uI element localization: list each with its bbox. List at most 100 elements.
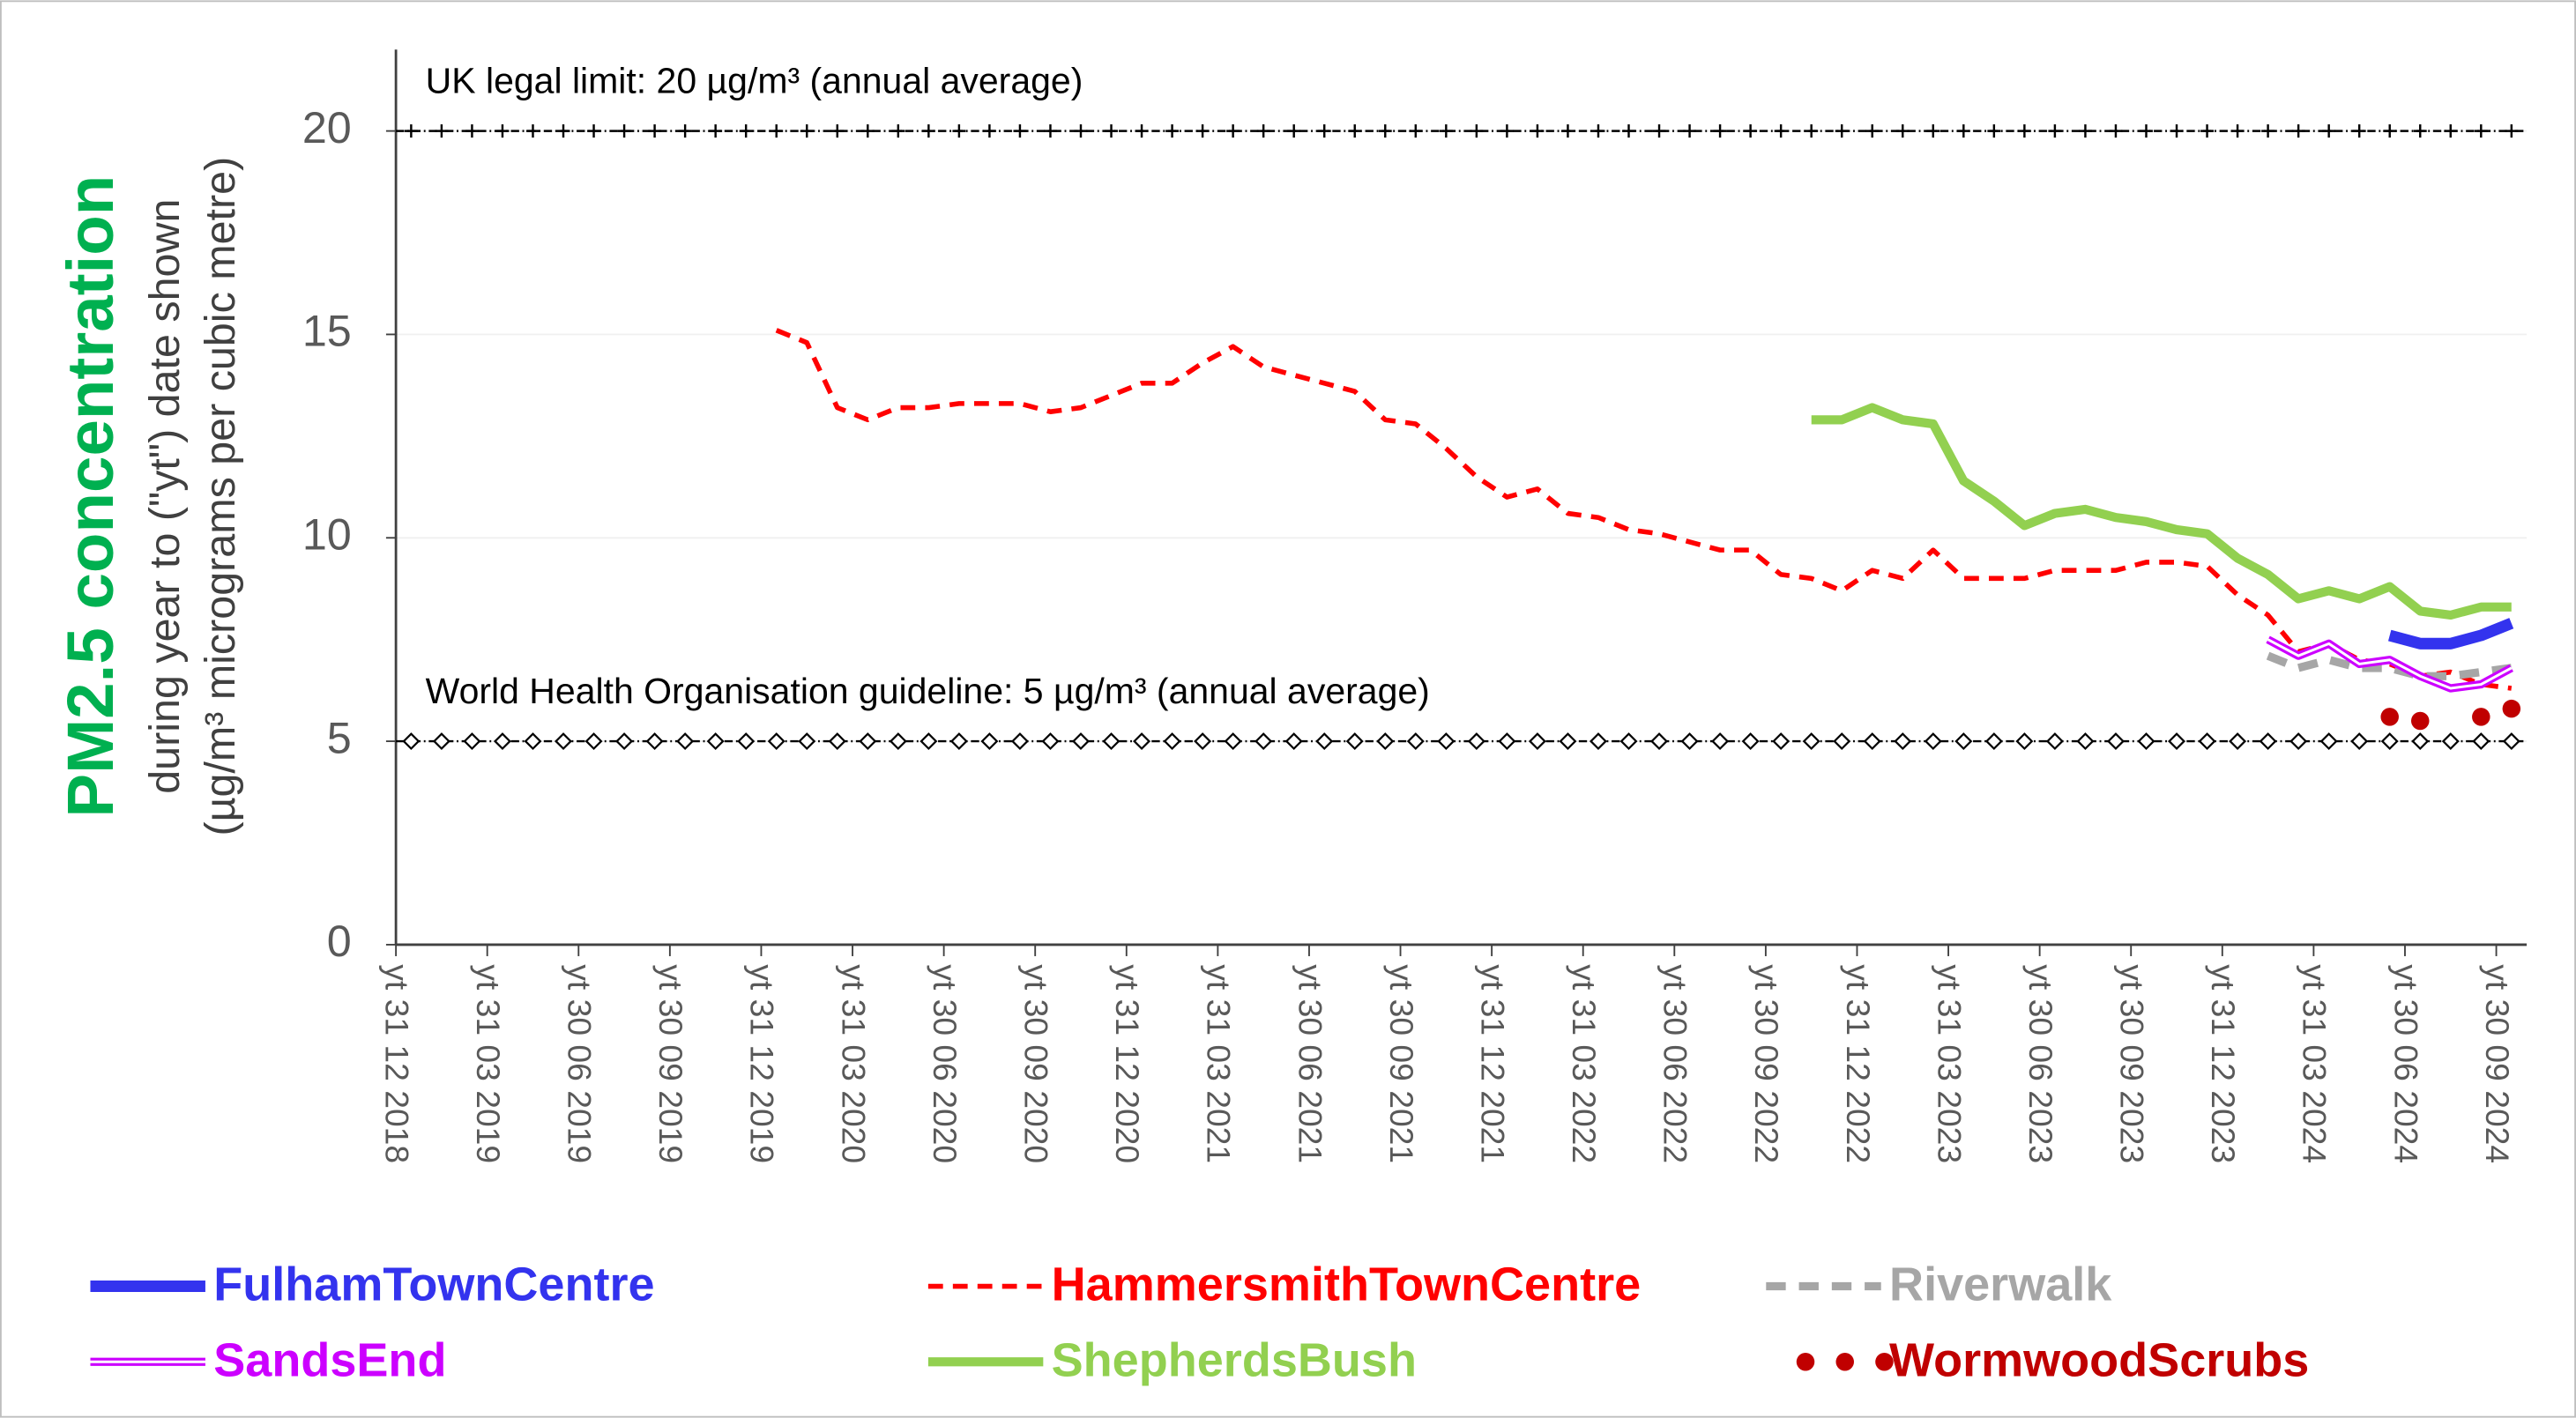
reference-label: UK legal limit: 20 µg/m³ (annual average… (426, 60, 1083, 100)
reference-marker (1470, 124, 1484, 138)
reference-marker (800, 124, 814, 138)
reference-marker (1802, 732, 1820, 751)
series-line-inner (2267, 638, 2513, 690)
y-axis-subtitle: during year to ("yt") date shown (141, 199, 189, 794)
reference-marker (921, 124, 935, 138)
reference-marker (828, 732, 846, 751)
reference-marker (1528, 732, 1546, 751)
reference-marker (1954, 732, 1973, 751)
x-tick-label: yt 31 12 2019 (744, 964, 781, 1163)
reference-label: World Health Organisation guideline: 5 µ… (426, 671, 1430, 711)
reference-marker (1409, 124, 1423, 138)
reference-marker (1041, 732, 1060, 751)
reference-marker (798, 732, 816, 751)
reference-marker (1133, 732, 1151, 751)
reference-marker (1744, 124, 1758, 138)
legend-label: WormwoodScrubs (1889, 1333, 2309, 1386)
reference-marker (2261, 124, 2275, 138)
reference-marker (2229, 732, 2247, 751)
reference-marker (1345, 732, 1364, 751)
reference-marker (432, 732, 450, 751)
reference-marker (2045, 732, 2064, 751)
reference-marker (2350, 732, 2369, 751)
reference-marker (1135, 124, 1149, 138)
reference-marker (555, 732, 572, 751)
reference-marker (889, 732, 907, 751)
reference-marker (2502, 732, 2520, 751)
x-tick-label: yt 30 06 2024 (2387, 964, 2424, 1163)
reference-marker (2322, 124, 2336, 138)
reference-marker (1195, 124, 1210, 138)
y-axis-subtitle: (µg/m³ micrograms per cubic metre) (197, 157, 244, 836)
reference-marker (1956, 124, 1970, 138)
reference-marker (737, 732, 756, 751)
y-axis-title: PM2.5 concentration (54, 175, 127, 818)
legend-label: ShepherdsBush (1052, 1333, 1417, 1386)
reference-marker (1317, 124, 1331, 138)
reference-marker (648, 124, 662, 138)
reference-marker (770, 124, 784, 138)
reference-marker (678, 124, 692, 138)
series-line (2266, 651, 2513, 680)
reference-marker (1713, 124, 1727, 138)
reference-marker (2319, 732, 2338, 751)
reference-marker (1010, 732, 1029, 751)
reference-marker (2441, 732, 2460, 751)
reference-marker (1683, 124, 1697, 138)
reference-marker (1833, 732, 1851, 751)
x-tick-label: yt 30 09 2024 (2479, 964, 2516, 1163)
reference-marker (1287, 124, 1301, 138)
reference-marker (1467, 732, 1485, 751)
reference-marker (1863, 732, 1881, 751)
reference-marker (860, 124, 875, 138)
reference-marker (1895, 124, 1910, 138)
x-tick-label: yt 31 12 2022 (1840, 964, 1877, 1163)
reference-marker (1650, 732, 1669, 751)
y-tick-label: 0 (327, 916, 352, 966)
reference-marker (1559, 732, 1577, 751)
reference-marker (1591, 124, 1605, 138)
reference-marker (739, 124, 753, 138)
reference-marker (2291, 124, 2305, 138)
reference-marker (645, 732, 664, 751)
reference-marker (615, 732, 634, 751)
reference-marker (1376, 732, 1395, 751)
reference-marker (1044, 124, 1057, 138)
x-tick-label: yt 30 06 2021 (1292, 964, 1329, 1163)
reference-marker (2383, 124, 2397, 138)
reference-marker (949, 732, 968, 751)
x-tick-label: yt 30 06 2022 (1657, 964, 1694, 1163)
reference-marker (465, 124, 479, 138)
reference-marker (2168, 732, 2185, 751)
series-line (1811, 403, 2512, 620)
reference-marker (1711, 732, 1730, 751)
reference-marker (1680, 732, 1699, 751)
legend-marker (1875, 1353, 1894, 1371)
reference-marker (2198, 732, 2216, 751)
reference-marker (859, 732, 877, 751)
reference-marker (830, 124, 845, 138)
reference-marker (1984, 732, 2003, 751)
reference-marker (1774, 124, 1788, 138)
reference-marker (1102, 732, 1120, 751)
y-tick-label: 15 (302, 306, 352, 356)
reference-marker (404, 124, 418, 138)
reference-marker (1256, 124, 1270, 138)
reference-marker (2259, 732, 2277, 751)
x-tick-label: yt 31 12 2023 (2205, 964, 2242, 1163)
reference-marker (1560, 124, 1575, 138)
x-tick-label: yt 31 03 2020 (835, 964, 872, 1163)
reference-marker (2015, 732, 2034, 751)
x-tick-label: yt 30 09 2020 (1017, 964, 1054, 1163)
x-tick-label: yt 30 09 2019 (652, 964, 689, 1163)
reference-marker (2170, 124, 2184, 138)
reference-marker (706, 732, 725, 751)
reference-marker (1926, 124, 1940, 138)
reference-marker (1105, 124, 1118, 138)
reference-marker (2078, 124, 2092, 138)
legend-label: Riverwalk (1889, 1258, 2112, 1311)
reference-marker (1622, 124, 1635, 138)
reference-marker (1013, 124, 1027, 138)
reference-marker (952, 124, 966, 138)
